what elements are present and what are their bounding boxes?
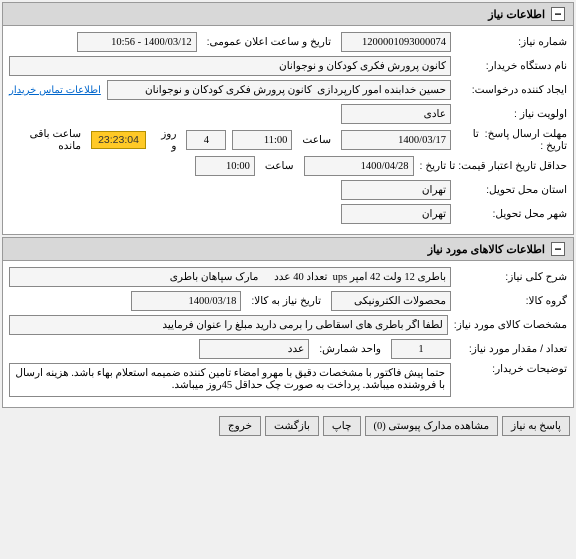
need-info-panel: − اطلاعات نیاز شماره نیاز: تاریخ و ساعت …	[2, 2, 574, 235]
notes-label: توضیحات خریدار:	[457, 363, 567, 375]
need-date-input	[131, 291, 241, 311]
qty-input	[391, 339, 451, 359]
customer-input	[9, 56, 451, 76]
deadline-date-input	[341, 130, 451, 150]
valid-time-input	[195, 156, 255, 176]
desc-input	[9, 267, 451, 287]
attachments-button[interactable]: مشاهده مدارک پیوستی (0)	[365, 416, 499, 436]
back-button[interactable]: بازگشت	[265, 416, 319, 436]
group-label: گروه کالا:	[457, 295, 567, 307]
time-label-2: ساعت	[265, 160, 294, 172]
collapse-icon-2[interactable]: −	[551, 242, 565, 256]
goods-info-header: − اطلاعات کالاهای مورد نیاز	[3, 238, 573, 261]
time-label-1: ساعت	[302, 134, 331, 146]
panel2-title: اطلاعات کالاهای مورد نیاز	[428, 243, 545, 256]
valid-date-input	[304, 156, 414, 176]
city-label: شهر محل تحویل:	[457, 208, 567, 220]
footer-buttons: پاسخ به نیاز مشاهده مدارک پیوستی (0) چاپ…	[0, 410, 576, 442]
request-no-input	[341, 32, 451, 52]
deadline-label: مهلت ارسال پاسخ: تا تاریخ :	[457, 128, 567, 152]
deadline-time-input	[232, 130, 292, 150]
priority-label: اولویت نیاز :	[457, 108, 567, 120]
unit-input	[199, 339, 309, 359]
province-input	[341, 180, 451, 200]
group-input	[331, 291, 451, 311]
panel1-title: اطلاعات نیاز	[488, 8, 545, 21]
priority-input	[341, 104, 451, 124]
creator-input	[107, 80, 451, 100]
valid-label: حداقل تاریخ اعتبار قیمت: تا تاریخ :	[420, 160, 568, 172]
spec-label: مشخصات کالای مورد نیاز:	[454, 319, 567, 331]
remaining-time-badge: 23:23:04	[91, 131, 146, 149]
customer-label: نام دستگاه خریدار:	[457, 60, 567, 72]
need-date-label: تاریخ نیاز به کالا:	[251, 295, 321, 307]
request-no-label: شماره نیاز:	[457, 36, 567, 48]
collapse-icon[interactable]: −	[551, 7, 565, 21]
creator-label: ایجاد کننده درخواست:	[457, 84, 567, 96]
city-input	[341, 204, 451, 224]
exit-button[interactable]: خروج	[219, 416, 261, 436]
days-label: روز و	[156, 128, 176, 152]
desc-label: شرح کلی نیاز:	[457, 271, 567, 283]
days-input	[186, 130, 226, 150]
reply-button[interactable]: پاسخ به نیاز	[502, 416, 570, 436]
remaining-label: ساعت باقی مانده	[13, 128, 81, 152]
announce-label: تاریخ و ساعت اعلان عمومی:	[207, 36, 331, 48]
qty-label: تعداد / مقدار مورد نیاز:	[457, 343, 567, 355]
need-info-header: − اطلاعات نیاز	[3, 3, 573, 26]
print-button[interactable]: چاپ	[323, 416, 361, 436]
announce-input	[77, 32, 197, 52]
province-label: استان محل تحویل:	[457, 184, 567, 196]
contact-link[interactable]: اطلاعات تماس خریدار	[9, 85, 101, 96]
unit-label: واحد شمارش:	[319, 343, 381, 355]
notes-textarea: حتما پیش فاکتور با مشخصات دقیق با مهرو ا…	[9, 363, 451, 397]
goods-info-panel: − اطلاعات کالاهای مورد نیاز شرح کلی نیاز…	[2, 237, 574, 408]
spec-input	[9, 315, 448, 335]
